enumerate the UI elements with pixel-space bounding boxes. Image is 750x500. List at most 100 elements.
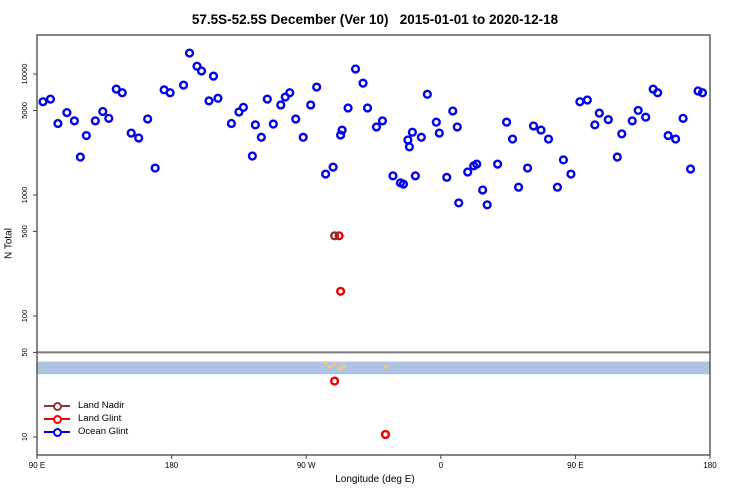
ocean-glint-point bbox=[298, 132, 308, 142]
land-glint-point bbox=[330, 376, 340, 386]
y-tick-label: 10 bbox=[20, 433, 29, 441]
ocean-glint-point bbox=[627, 116, 637, 126]
legend-label-land-glint: Land Glint bbox=[78, 413, 122, 424]
ocean-glint-point bbox=[478, 185, 488, 195]
legend: Land Nadir Land Glint Ocean Glint bbox=[44, 399, 128, 438]
tan-marker bbox=[323, 360, 328, 365]
tan-marker bbox=[332, 362, 337, 367]
ocean-glint-point bbox=[522, 163, 533, 173]
y-tick-label: 500 bbox=[20, 225, 29, 238]
ocean-glint-point bbox=[410, 171, 420, 181]
ocean-glint-point bbox=[454, 198, 464, 208]
ocean-glint-point bbox=[663, 130, 673, 141]
y-tick-label: 100 bbox=[20, 310, 29, 323]
ocean-glint-point bbox=[234, 107, 244, 117]
y-tick-label: 1000 bbox=[20, 187, 29, 204]
ocean-glint-point bbox=[407, 127, 417, 137]
ocean-glint-point bbox=[312, 82, 322, 92]
ocean-glint-point bbox=[448, 106, 458, 116]
ocean-glint-point bbox=[250, 120, 260, 130]
ocean-glint-point bbox=[536, 125, 546, 135]
ocean-glint-point bbox=[247, 151, 257, 161]
ocean-glint-point bbox=[362, 103, 373, 113]
legend-item-land-glint: Land Glint bbox=[44, 412, 128, 425]
land-nadir-point bbox=[330, 231, 340, 241]
land-glint-point bbox=[334, 231, 344, 241]
ocean-glint-point bbox=[398, 179, 409, 189]
ocean-glint-point bbox=[377, 116, 388, 126]
ocean-glint-point bbox=[196, 66, 207, 76]
ocean-glint-point bbox=[603, 114, 613, 125]
ocean-glint-point bbox=[276, 100, 286, 110]
ocean-glint-point bbox=[404, 142, 414, 152]
ocean-glint-point bbox=[463, 167, 473, 177]
ocean-glint-point bbox=[192, 61, 202, 71]
ocean-glint-point bbox=[134, 133, 144, 143]
x-tick-label: 0 bbox=[439, 461, 444, 470]
ocean-glint-point bbox=[306, 100, 316, 110]
ocean-glint-point bbox=[226, 118, 237, 129]
ocean-glint-point bbox=[685, 164, 696, 174]
ocean-glint-point bbox=[528, 121, 539, 131]
ocean-glint-point bbox=[452, 122, 462, 132]
ocean-glint-point bbox=[117, 88, 127, 98]
ocean-glint-point bbox=[641, 112, 651, 122]
ocean-glint-point bbox=[178, 80, 189, 90]
legend-item-ocean-glint: Ocean Glint bbox=[44, 425, 128, 438]
x-tick-label: 180 bbox=[703, 461, 717, 470]
ocean-glint-point bbox=[693, 86, 703, 96]
ocean-glint-point bbox=[335, 130, 346, 140]
tan-marker bbox=[328, 364, 333, 369]
ocean-glint-point bbox=[371, 122, 382, 132]
ocean-glint-point bbox=[343, 103, 353, 113]
tan-marker bbox=[337, 366, 342, 371]
x-axis-title: Longitude (deg E) bbox=[335, 474, 415, 485]
legend-label-ocean-glint: Ocean Glint bbox=[78, 426, 129, 437]
ocean-glint-point bbox=[90, 116, 100, 126]
plot-box bbox=[36, 34, 711, 456]
ocean-glint-point bbox=[208, 71, 219, 81]
ocean-glint-point bbox=[104, 113, 114, 123]
ocean-glint-point bbox=[75, 152, 85, 162]
ocean-glint-point bbox=[184, 48, 195, 58]
ocean-glint-point bbox=[350, 64, 361, 74]
ocean-glint-point bbox=[566, 169, 576, 179]
ocean-glint-point bbox=[62, 107, 72, 118]
ocean-glint-point bbox=[697, 88, 708, 98]
tan-marker bbox=[341, 364, 346, 369]
legend-item-land-nadir: Land Nadir bbox=[44, 399, 128, 412]
ocean-glint-point bbox=[558, 155, 569, 165]
ocean-glint-point bbox=[671, 134, 681, 144]
ocean-glint-point bbox=[543, 134, 554, 144]
ocean-glint-point bbox=[81, 130, 91, 141]
land-glint-point bbox=[380, 429, 391, 440]
ocean-glint-point bbox=[434, 128, 444, 138]
tan-marker bbox=[383, 364, 388, 369]
legend-label-land-nadir: Land Nadir bbox=[78, 400, 125, 411]
ocean-glint-point bbox=[482, 200, 492, 210]
ocean-glint-point bbox=[358, 78, 368, 88]
ocean-glint-point bbox=[262, 94, 272, 104]
y-tick-label: 50 bbox=[20, 348, 29, 356]
ocean-glint-point bbox=[328, 162, 338, 172]
x-tick-label: 90 E bbox=[567, 461, 583, 470]
ocean-glint-point bbox=[422, 89, 432, 99]
ocean-glint-point bbox=[633, 105, 643, 116]
x-tick-label: 90 W bbox=[297, 461, 316, 470]
ocean-glint-point bbox=[502, 117, 512, 127]
ocean-glint-point bbox=[53, 118, 63, 129]
ocean-glint-point bbox=[678, 113, 688, 123]
ocean-glint-point bbox=[150, 163, 160, 173]
ocean-glint-point bbox=[493, 159, 503, 169]
ocean-glint-point bbox=[582, 95, 592, 105]
ocean-glint-point bbox=[590, 120, 600, 130]
ocean-glint-point bbox=[268, 119, 278, 129]
ocean-glint-point bbox=[442, 172, 452, 182]
ocean-glint-point bbox=[575, 97, 585, 107]
ocean-glint-point bbox=[143, 114, 153, 124]
ocean-glint-point bbox=[291, 114, 301, 124]
ocean-glint-point bbox=[321, 169, 331, 179]
chart-title: 57.5S-52.5S December (Ver 10) 2015-01-01… bbox=[191, 12, 559, 27]
